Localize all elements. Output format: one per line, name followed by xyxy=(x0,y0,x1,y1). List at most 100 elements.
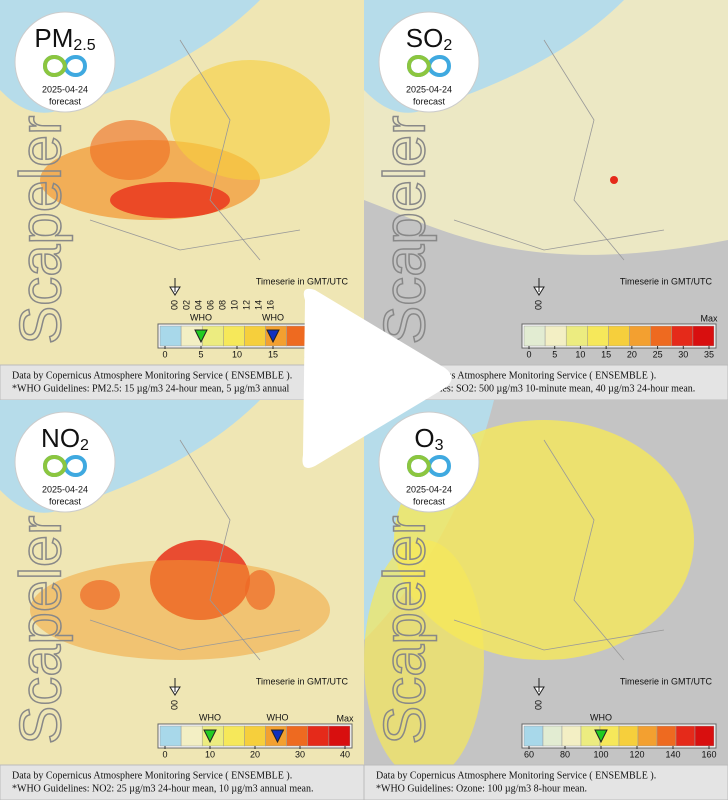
scale-step xyxy=(307,725,330,747)
pollutant-title: NO2 xyxy=(41,423,89,454)
hour-label: 00 xyxy=(169,700,179,710)
logo-left xyxy=(406,455,431,477)
scale-step xyxy=(618,725,639,747)
scale-tick-label: 15 xyxy=(601,349,611,359)
who-label: WHO xyxy=(590,712,612,722)
pollution-area xyxy=(364,540,484,780)
footer xyxy=(363,764,728,800)
scale-step xyxy=(694,725,715,747)
scale-step xyxy=(244,325,266,347)
who-label: WHO xyxy=(267,712,289,722)
play-button[interactable] xyxy=(302,288,452,468)
hour-label: 04 xyxy=(193,300,203,310)
scale-step xyxy=(523,325,546,347)
scale-tick-label: 0 xyxy=(526,349,531,359)
footer-line: Data by Copernicus Atmosphere Monitoring… xyxy=(12,770,292,781)
who-marker xyxy=(270,729,285,744)
hour-label: 00 xyxy=(533,700,543,710)
scale-tick-label: 25 xyxy=(653,349,663,359)
scale-tick-label: 40 xyxy=(340,749,350,759)
scale-tick-label: 60 xyxy=(524,749,534,759)
who-marker xyxy=(203,729,217,744)
footer-line: Data by Copernicus Atmosphere Monitoring… xyxy=(376,770,656,781)
footer-line: *WHO Guidelines: SO2: 500 µg/m3 10-minut… xyxy=(376,383,695,394)
scale-step xyxy=(244,725,266,747)
who-marker xyxy=(266,329,280,344)
hour-label: 08 xyxy=(217,300,227,310)
pollution-area xyxy=(90,120,170,180)
brand-watermark: Scapeler xyxy=(372,116,437,345)
footer-line: *WHO Guidelines: Ozone: 100 µg/m3 8-hour… xyxy=(376,783,587,794)
scale-step xyxy=(286,725,309,747)
footer-line: *WHO Guidelines: PM2.5: 15 µg/m3 24-hour… xyxy=(12,383,290,394)
border-lines xyxy=(89,39,301,261)
pollutant-subscript: 3 xyxy=(435,437,444,454)
pollution-area xyxy=(610,176,618,184)
scale-step xyxy=(580,725,601,747)
logo-left xyxy=(42,455,67,477)
time-arrow xyxy=(169,678,181,696)
scale-step xyxy=(523,725,544,747)
hour-label: 02 xyxy=(181,300,191,310)
forecast-note: forecast xyxy=(413,496,446,506)
scale-tick-label: 30 xyxy=(295,749,305,759)
scale-step xyxy=(587,325,609,347)
scale-tick-label: 10 xyxy=(232,349,242,359)
scale-step xyxy=(328,725,351,747)
scale-step xyxy=(656,725,677,747)
timeserie-label: Timeserie in GMT/UTC xyxy=(256,676,349,686)
pollutant-name: SO xyxy=(406,23,444,53)
scale-step xyxy=(561,725,582,747)
scale-step xyxy=(637,725,658,747)
scale-tick-label: 0 xyxy=(162,749,167,759)
who-marker xyxy=(194,329,208,344)
pollution-area xyxy=(30,560,330,660)
pollution-area xyxy=(170,60,330,180)
scale-tick-label: 0 xyxy=(162,349,167,359)
timeserie-label: Timeserie in GMT/UTC xyxy=(620,676,713,686)
timeserie-label: Timeserie in GMT/UTC xyxy=(256,276,349,286)
hour-label: 12 xyxy=(241,300,251,310)
scale-tick-label: 120 xyxy=(629,749,644,759)
footer xyxy=(0,764,365,800)
scale-tick-label: 10 xyxy=(205,749,215,759)
footer-line: Data by Copernicus Atmosphere Monitoring… xyxy=(376,370,656,381)
map-panel: Scapeler O3 2025-04-24 forecast Timeserie in… xyxy=(363,400,728,800)
forecast-date: 2025-04-24 xyxy=(42,84,88,94)
hour-label: 06 xyxy=(205,300,215,310)
forecast-date: 2025-04-24 xyxy=(406,84,452,94)
brand-watermark: Scapeler xyxy=(8,116,73,345)
scale-step xyxy=(608,325,630,347)
pollutant-name: PM xyxy=(34,23,73,53)
scale-tick-label: 5 xyxy=(552,349,557,359)
footer-line: *WHO Guidelines: NO2: 25 µg/m3 24-hour m… xyxy=(12,783,313,794)
forecast-date: 2025-04-24 xyxy=(406,484,452,494)
map-panel: Scapeler SO2 2025-04-24 forecast Timeserie i… xyxy=(363,0,728,401)
scale-step xyxy=(201,325,224,347)
scale-tick-label: 80 xyxy=(560,749,570,759)
scale-tick-label: 15 xyxy=(268,349,278,359)
forecast-note: forecast xyxy=(49,496,82,506)
scale-step xyxy=(159,725,182,747)
time-arrow xyxy=(533,278,545,296)
scale-max-label: Max xyxy=(700,313,718,323)
scale-step xyxy=(180,725,203,747)
scale-step xyxy=(692,325,715,347)
hour-label: 16 xyxy=(265,300,275,310)
pollutant-subscript: 2 xyxy=(443,37,452,54)
pollutant-title: PM2.5 xyxy=(34,23,95,54)
footer xyxy=(0,364,365,401)
scale-tick-label: 30 xyxy=(678,349,688,359)
map-panel: Scapeler NO2 2025-04-24 forecast Timeserie i… xyxy=(0,400,365,800)
scale-tick-label: 10 xyxy=(575,349,585,359)
scale-step xyxy=(159,325,182,347)
scale-step xyxy=(223,725,245,747)
scale-step xyxy=(542,725,563,747)
who-label: WHO xyxy=(190,312,212,322)
pollutant-subscript: 2 xyxy=(80,437,89,454)
timeserie-label: Timeserie in GMT/UTC xyxy=(620,276,713,286)
forecast-note: forecast xyxy=(49,96,82,106)
pollutant-name: NO xyxy=(41,423,80,453)
pollutant-name: O xyxy=(414,423,434,453)
